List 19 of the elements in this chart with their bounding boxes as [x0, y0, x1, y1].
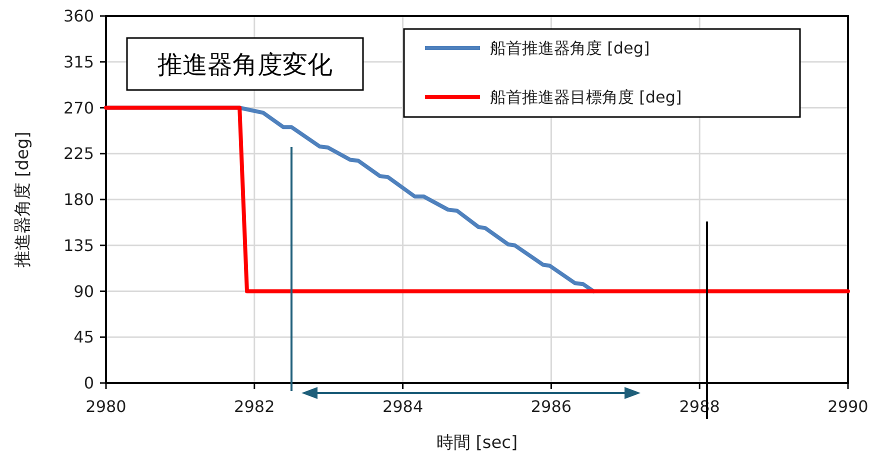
- y-axis-title: 推進器角度 [deg]: [13, 132, 33, 268]
- y-tick-label: 90: [74, 282, 94, 301]
- x-tick-label: 2984: [382, 397, 424, 416]
- y-tick-label: 45: [74, 328, 94, 347]
- y-tick-label: 270: [63, 98, 94, 118]
- x-tick-label: 2990: [828, 397, 868, 416]
- y-tick-label: 0: [84, 374, 94, 393]
- y-tick-label: 315: [63, 52, 94, 72]
- y-tick-label: 180: [63, 190, 94, 210]
- y-tick-label: 360: [63, 6, 94, 26]
- x-tick-label: 2986: [530, 397, 572, 416]
- x-axis-title: 時間 [sec]: [436, 433, 518, 453]
- y-tick-label: 135: [63, 236, 94, 255]
- y-tick-label: 225: [63, 144, 94, 164]
- x-tick-label: 2980: [86, 397, 126, 416]
- text: 推進器角度変化: [158, 50, 332, 79]
- legend-label: 船首推進器角度 [deg]: [490, 38, 650, 58]
- legend-label: 船首推進器目標角度 [deg]: [490, 88, 682, 107]
- x-tick-label: 2982: [234, 397, 275, 416]
